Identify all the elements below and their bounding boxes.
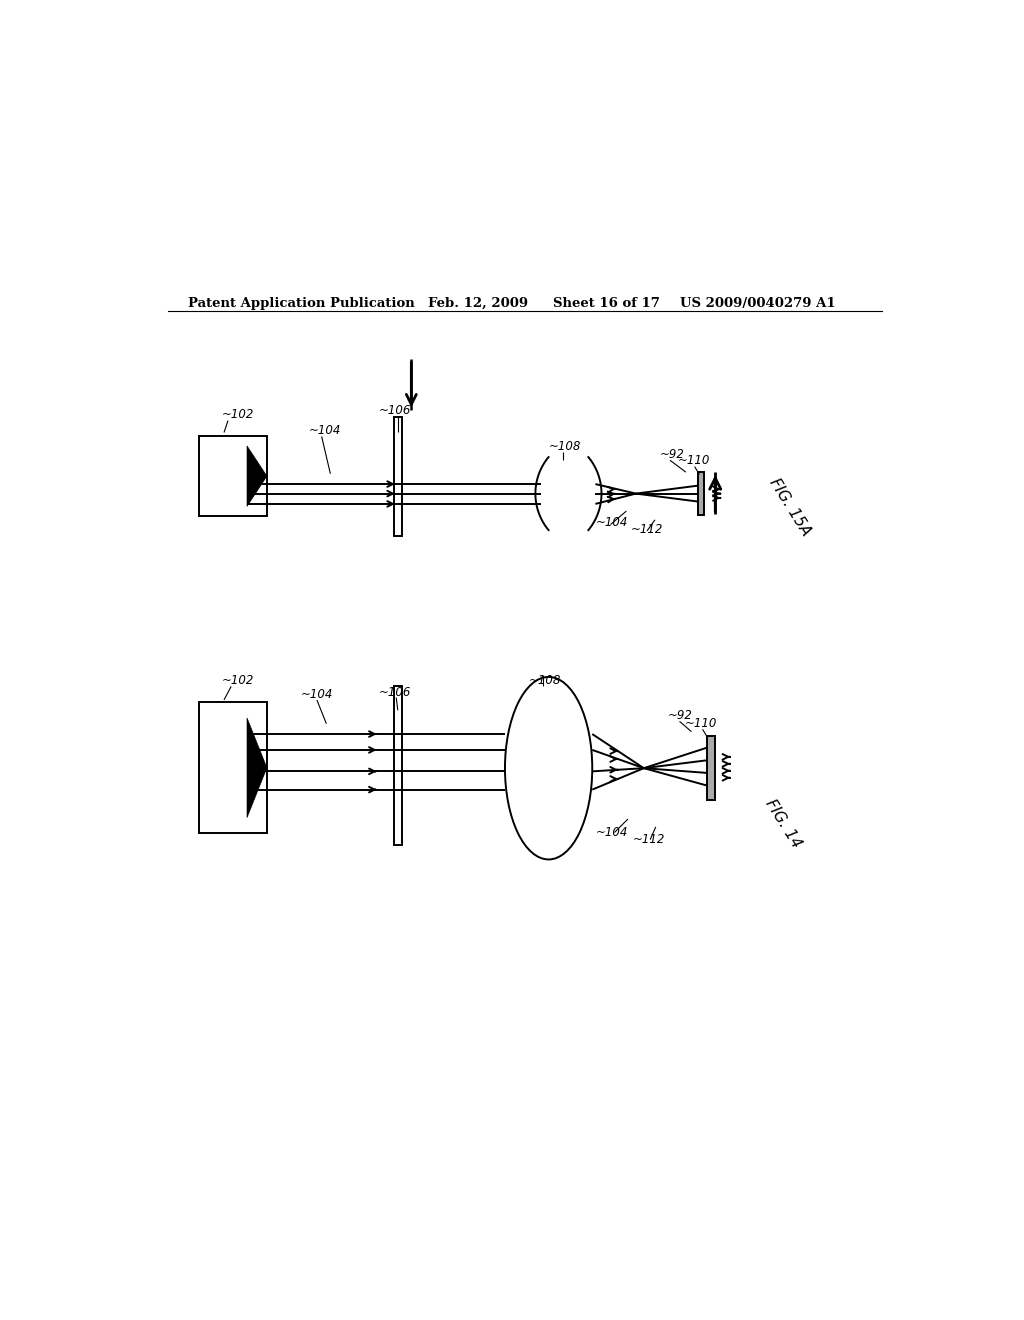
Text: ~102: ~102 [221, 675, 254, 686]
Text: ~112: ~112 [633, 833, 666, 846]
Text: ~92: ~92 [659, 447, 685, 461]
Text: ~104: ~104 [596, 825, 629, 838]
Text: ~102: ~102 [221, 408, 254, 421]
Text: ~112: ~112 [631, 523, 664, 536]
Text: FIG. 15A: FIG. 15A [767, 475, 814, 539]
Bar [200, 437, 267, 516]
Text: ~110: ~110 [685, 717, 718, 730]
Text: US 2009/0040279 A1: US 2009/0040279 A1 [680, 297, 836, 310]
Bar [708, 737, 715, 800]
Text: ~108: ~108 [528, 675, 561, 686]
Bar [200, 702, 267, 833]
Polygon shape [247, 446, 267, 507]
Text: Feb. 12, 2009: Feb. 12, 2009 [428, 297, 528, 310]
Bar [697, 471, 705, 515]
Text: ~104: ~104 [596, 516, 629, 529]
Text: ~106: ~106 [379, 686, 412, 700]
Text: ~108: ~108 [549, 440, 581, 453]
Text: Sheet 16 of 17: Sheet 16 of 17 [553, 297, 660, 310]
Text: ~106: ~106 [379, 404, 412, 417]
Bar [394, 686, 401, 845]
Text: ~104: ~104 [301, 688, 334, 701]
Bar [394, 417, 401, 536]
Text: Patent Application Publication: Patent Application Publication [187, 297, 415, 310]
Text: ~92: ~92 [668, 709, 692, 722]
Text: ~110: ~110 [678, 454, 711, 467]
Text: FIG. 14: FIG. 14 [763, 797, 805, 850]
Text: ~104: ~104 [309, 424, 341, 437]
Polygon shape [247, 718, 267, 817]
